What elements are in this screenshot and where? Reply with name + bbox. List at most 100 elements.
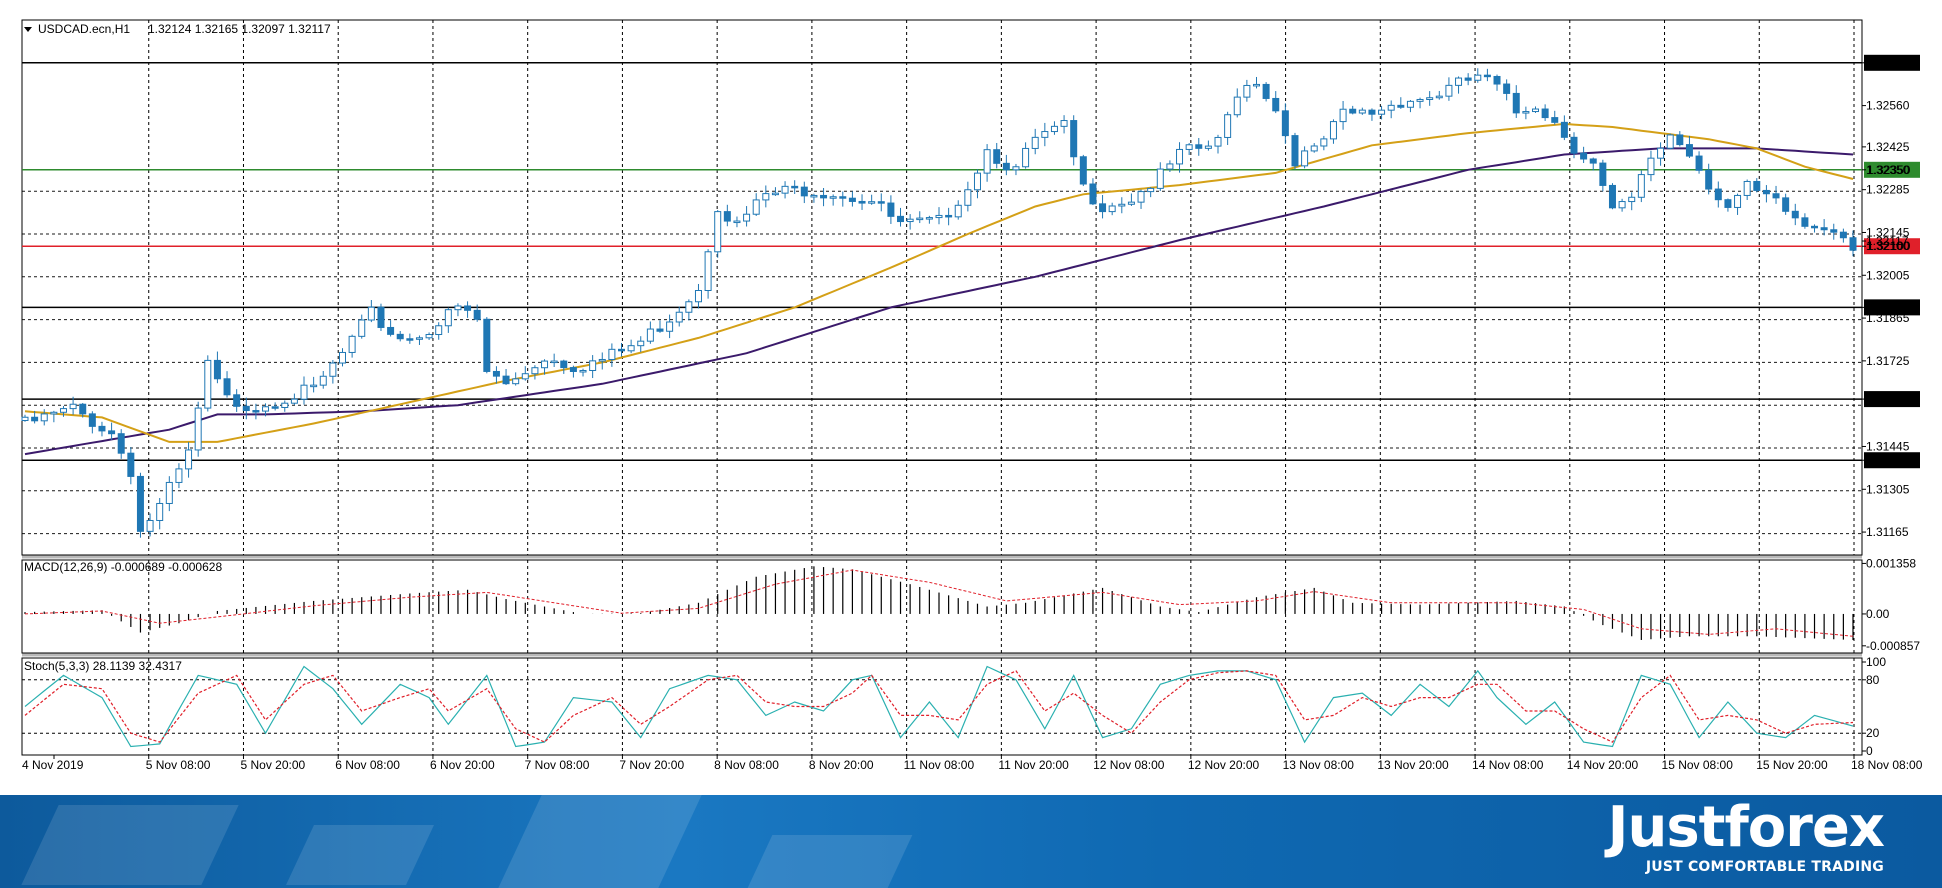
header-ohlc: 1.32124 1.32165 1.32097 1.32117 — [148, 22, 331, 36]
y-tick-label: 1.31445 — [1866, 439, 1910, 453]
candle-body — [502, 375, 510, 385]
candle-body — [1060, 120, 1068, 127]
price-level-tag-label: 1.31900 — [1867, 300, 1911, 314]
price-level-tag — [1864, 452, 1920, 469]
candle-body — [781, 185, 789, 194]
candle-body — [550, 360, 558, 364]
candle-body — [185, 449, 193, 470]
y-tick-label: 1.32560 — [1866, 99, 1910, 113]
x-tick-label: 12 Nov 20:00 — [1188, 758, 1260, 772]
y-tick-label: 1.31305 — [1866, 482, 1910, 496]
candle-body — [569, 367, 577, 373]
footer-shard — [747, 835, 913, 888]
candle-body — [223, 378, 231, 396]
candle-body — [1002, 162, 1010, 171]
candle-body — [483, 318, 491, 372]
candle-body — [88, 413, 96, 427]
candle-body — [1445, 84, 1453, 97]
candle-body — [1070, 120, 1078, 158]
candle-body — [1493, 75, 1501, 85]
candle-body — [1464, 77, 1472, 81]
candle-body — [310, 384, 318, 388]
candle-body — [1156, 168, 1164, 189]
candle-body — [213, 359, 221, 380]
candle-body — [848, 197, 856, 202]
candle-body — [868, 201, 876, 204]
candle-body — [579, 369, 587, 373]
header-dropdown-icon[interactable] — [24, 27, 32, 32]
candle-body — [319, 375, 327, 386]
candle-body — [1801, 217, 1809, 227]
candle-body — [252, 410, 260, 413]
candle-body — [1811, 225, 1819, 229]
candle-body — [897, 215, 905, 223]
x-tick-label: 11 Nov 20:00 — [998, 758, 1069, 772]
y-tick-label: 1.32005 — [1866, 268, 1910, 282]
candle-body — [1272, 97, 1280, 112]
candles — [21, 68, 1857, 538]
candle-body — [973, 172, 981, 191]
x-tick-label: 18 Nov 08:00 — [1851, 758, 1923, 772]
candle-body — [435, 325, 443, 336]
candle-body — [646, 328, 654, 342]
candle-body — [1512, 92, 1520, 114]
candle-body — [675, 311, 683, 323]
stoch-lines — [22, 665, 1862, 748]
candle-body — [290, 398, 298, 404]
candle-body — [1118, 203, 1126, 207]
candle-body — [1406, 100, 1414, 108]
x-tick-label: 15 Nov 20:00 — [1756, 758, 1828, 772]
candle-body — [762, 193, 770, 201]
candle-body — [262, 406, 270, 412]
y-tick-label: 1.31400 — [1866, 453, 1910, 467]
macd-tick-label: -0.000857 — [1866, 639, 1920, 653]
candle-body — [473, 309, 481, 320]
candle-body — [1839, 231, 1847, 239]
grid-lines — [22, 20, 1862, 755]
candle-body — [1734, 194, 1742, 208]
y-tick-label: 1.32425 — [1866, 140, 1910, 154]
candle-body — [954, 204, 962, 218]
candle-body — [541, 360, 549, 369]
candle-body — [175, 468, 183, 483]
price-level-tag — [1864, 238, 1920, 255]
x-tick-label: 6 Nov 08:00 — [335, 758, 400, 772]
candle-body — [1378, 109, 1386, 115]
candle-body — [858, 200, 866, 204]
stoch-tick-label: 0 — [1866, 744, 1873, 758]
brand-logo: Justforex JUST COMFORTABLE TRADING — [1608, 795, 1885, 875]
candle-body — [358, 319, 366, 337]
candle-body — [1195, 144, 1203, 149]
candle-body — [916, 217, 924, 221]
horizontal-levels: 1.32700 1.32350 1.32100 1.31900 1.31600 1.314… — [22, 54, 1920, 469]
candle-body — [1397, 104, 1405, 108]
x-tick-label: 6 Nov 20:00 — [430, 758, 495, 772]
candle-body — [983, 149, 991, 174]
candle-body — [271, 406, 279, 409]
candle-body — [877, 201, 885, 204]
candle-body — [1079, 156, 1087, 185]
x-tick-label: 7 Nov 08:00 — [525, 758, 590, 772]
candle-body — [1214, 136, 1222, 147]
candle-body — [512, 378, 520, 385]
stoch-tick-label: 20 — [1866, 726, 1880, 740]
candle-body — [935, 214, 943, 219]
candle-body — [108, 430, 116, 435]
pane-frame — [21, 559, 1863, 654]
candle-body — [1349, 108, 1357, 114]
candle-body — [1676, 134, 1684, 146]
candle-body — [50, 411, 58, 415]
candle-body — [367, 306, 375, 321]
candle-body — [117, 433, 125, 454]
candle-body — [1426, 97, 1434, 100]
candle-body — [1762, 189, 1770, 195]
x-tick-label: 5 Nov 20:00 — [240, 758, 305, 772]
x-tick-label: 14 Nov 20:00 — [1567, 758, 1639, 772]
candle-body — [1455, 77, 1463, 86]
candle-body — [1570, 136, 1578, 154]
stoch-tick-label: 80 — [1866, 673, 1880, 687]
candle-body — [1147, 187, 1155, 193]
y-tick-label: 1.31900 — [1866, 300, 1910, 314]
candle-body — [1041, 131, 1049, 138]
stoch-label: Stoch(5,3,3) 28.1139 32.4317 — [24, 659, 182, 673]
